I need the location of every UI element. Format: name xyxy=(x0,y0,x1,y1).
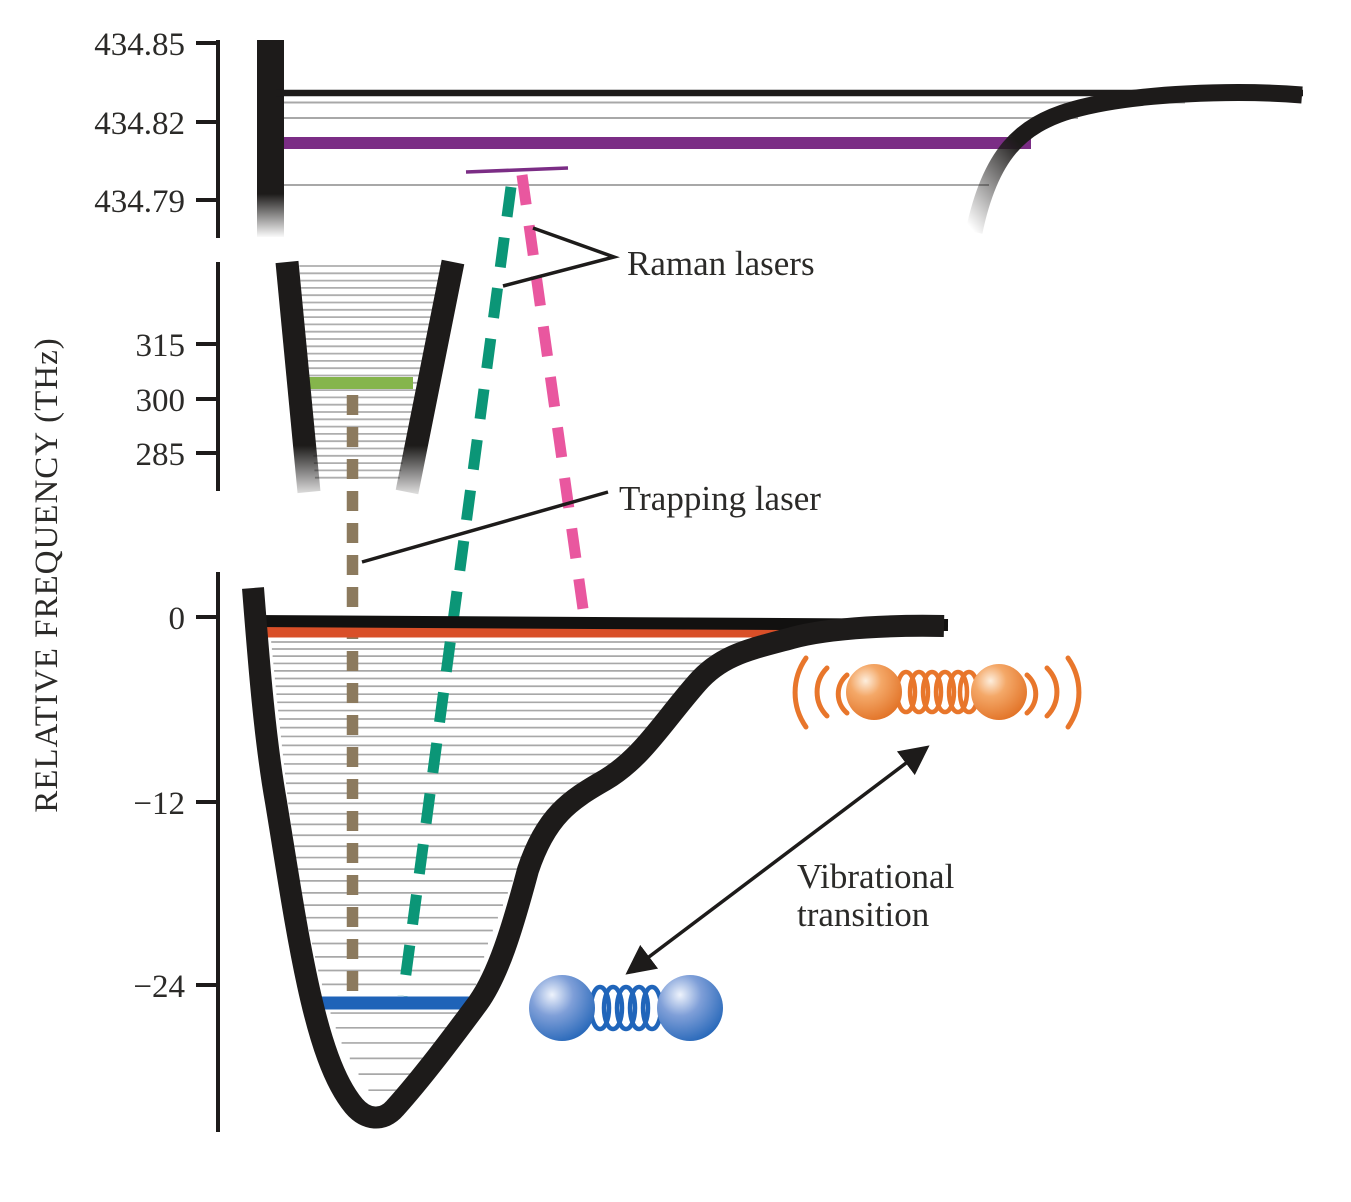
tick-label: −24 xyxy=(133,969,185,1005)
atom-sphere xyxy=(529,975,595,1041)
vibrational-level-lines xyxy=(299,265,442,479)
potential-curve-right xyxy=(965,84,1303,234)
vibrating-molecule-orange xyxy=(792,655,1082,730)
molecule-spring-icon xyxy=(588,984,664,1032)
laser-beams xyxy=(346,174,590,998)
trapping-pointer-line xyxy=(361,490,609,564)
y-axis-title: RELATIVE FREQUENCY (THz) xyxy=(29,337,65,813)
potential-wall-left xyxy=(275,260,321,494)
tick-label: 434.85 xyxy=(94,27,185,63)
raman-virtual-level xyxy=(465,166,569,174)
atom-sphere xyxy=(971,664,1027,720)
tick-label: 434.79 xyxy=(94,184,185,220)
ground-state-potential xyxy=(242,587,949,1129)
raman-laser-beam-teal xyxy=(397,186,517,997)
vibrational-label-line2: transition xyxy=(797,895,929,934)
tick-label: 0 xyxy=(169,601,186,637)
vibrational-transition-arrow xyxy=(625,745,930,975)
atom-sphere xyxy=(846,664,902,720)
molecule-spring-icon xyxy=(894,669,981,715)
raman-lasers-label: Raman lasers xyxy=(627,244,815,283)
tick-label: 285 xyxy=(136,437,186,473)
vibration-waves-icon xyxy=(792,655,1082,730)
tick-label: 434.82 xyxy=(94,106,185,142)
potential-well-outline xyxy=(242,587,945,1129)
y-axis: RELATIVE FREQUENCY (THz) 434.85 434.82 4… xyxy=(29,27,220,1132)
annotations: Raman lasers Trapping laser Vibrational … xyxy=(361,226,955,975)
potential-wall-left xyxy=(257,40,284,237)
atom-sphere xyxy=(657,975,723,1041)
potential-wall-right xyxy=(395,259,465,495)
tick-label: 300 xyxy=(136,383,186,419)
tick-label: 315 xyxy=(136,328,186,364)
intermediate-state-potential xyxy=(275,259,465,495)
raman-pointer-lines xyxy=(502,226,620,288)
trapping-laser-label: Trapping laser xyxy=(619,479,821,518)
ground-molecule-blue xyxy=(529,975,723,1041)
vibrational-label-line1: Vibrational xyxy=(797,857,955,896)
tick-label: −12 xyxy=(133,786,185,822)
raman-laser-beam-pink xyxy=(516,174,590,617)
excited-state-potential xyxy=(257,40,1303,237)
